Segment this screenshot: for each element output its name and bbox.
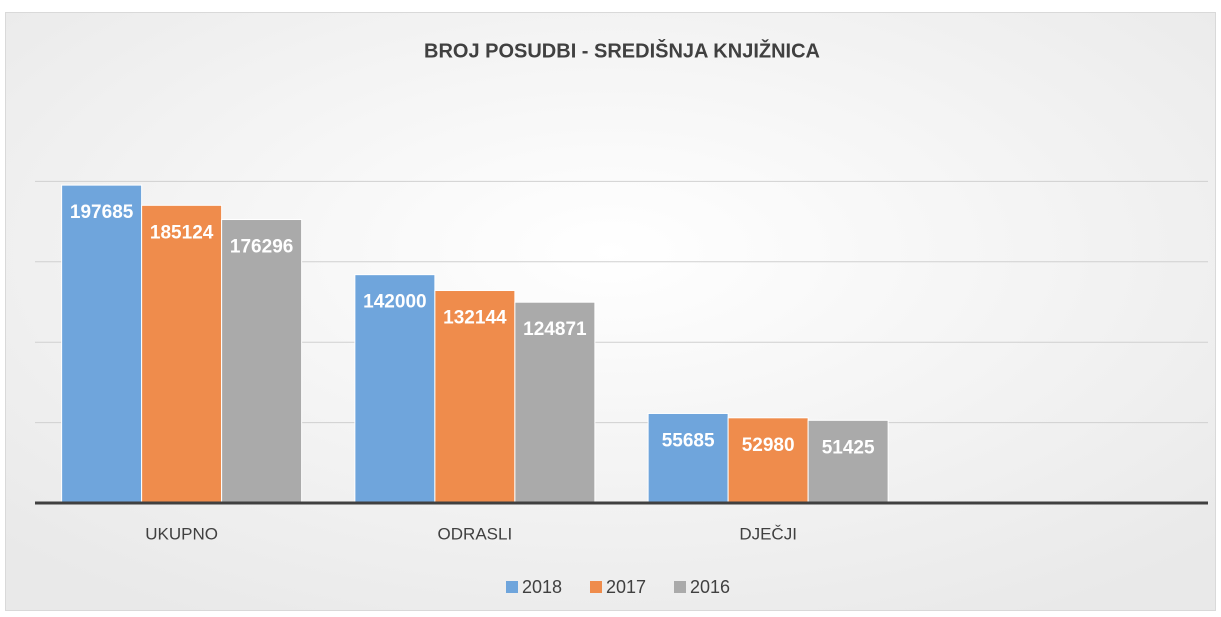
- legend-swatch: [506, 581, 518, 593]
- legend-swatch: [590, 581, 602, 593]
- data-label: 124871: [523, 319, 587, 340]
- legend-label: 2017: [606, 577, 646, 597]
- bar: [434, 290, 516, 504]
- x-tick-label: DJEČJI: [739, 524, 797, 543]
- bar: [807, 419, 889, 504]
- bar: [221, 219, 303, 504]
- legend-label: 2018: [522, 577, 562, 597]
- bar: [61, 184, 143, 504]
- legend-label: 2016: [690, 577, 730, 597]
- data-label: 55685: [662, 430, 715, 451]
- bar: [141, 204, 223, 504]
- data-label: 176296: [230, 237, 293, 258]
- data-label: 52980: [742, 435, 795, 456]
- legend-swatch: [674, 581, 686, 593]
- chart-title: BROJ POSUDBI - SREDIŠNJA KNJIŽNICA: [424, 38, 820, 62]
- bar: [647, 412, 729, 504]
- x-tick-label: ODRASLI: [438, 524, 513, 543]
- data-label: 197685: [70, 202, 134, 223]
- data-label: 132144: [443, 308, 507, 329]
- bar: [514, 301, 596, 504]
- data-label: 185124: [150, 222, 214, 243]
- bar: [727, 417, 809, 504]
- data-label: 51425: [822, 437, 875, 458]
- data-label: 142000: [363, 292, 426, 313]
- x-tick-label: UKUPNO: [145, 524, 218, 543]
